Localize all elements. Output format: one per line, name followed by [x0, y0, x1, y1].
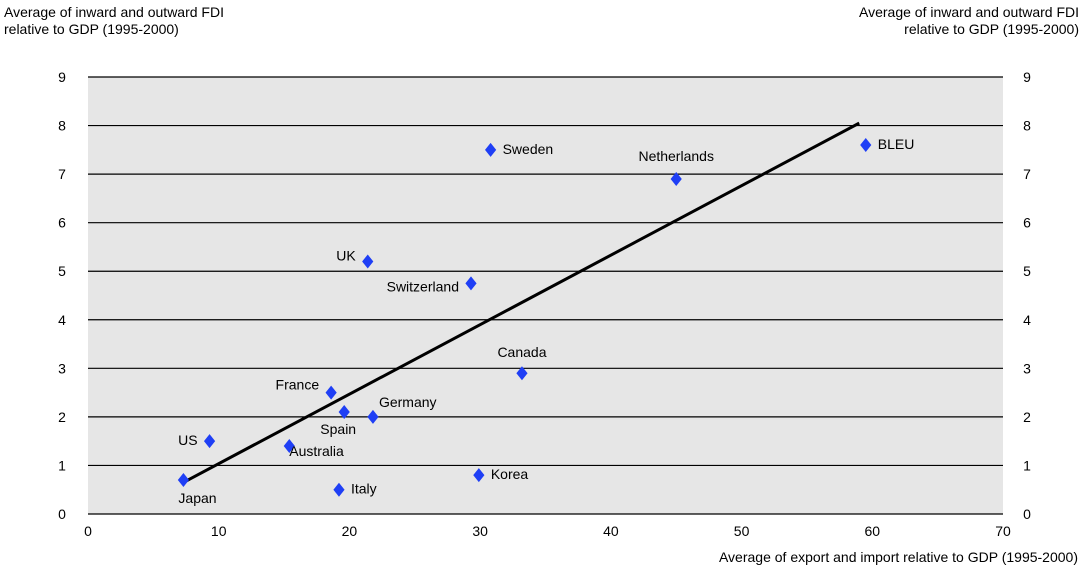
- point-marker-spain: [338, 405, 350, 420]
- point-label-canada: Canada: [497, 344, 546, 360]
- point-label-netherlands: Netherlands: [638, 148, 714, 164]
- y-axis-label-left-line-1: Average of inward and outward FDI: [4, 4, 224, 20]
- y-tick-label-left: 0: [58, 506, 66, 522]
- point-label-korea: Korea: [491, 466, 529, 482]
- point-label-spain: Spain: [320, 421, 356, 437]
- point-label-australia: Australia: [289, 443, 344, 459]
- y-tick-label-right: 4: [1023, 312, 1031, 328]
- y-tick-label-right: 9: [1023, 69, 1031, 85]
- point-marker-netherlands: [670, 171, 682, 186]
- y-tick-label-left: 9: [58, 69, 66, 85]
- point-marker-germany: [367, 409, 379, 424]
- y-tick-label-right: 0: [1023, 506, 1031, 522]
- point-label-uk: UK: [336, 248, 356, 264]
- y-tick-label-left: 4: [58, 312, 66, 328]
- point-marker-australia: [283, 439, 295, 454]
- y-axis-label-left: Average of inward and outward FDI relati…: [4, 4, 224, 38]
- y-axis-label-right: Average of inward and outward FDI relati…: [859, 4, 1079, 38]
- point-marker-korea: [473, 468, 485, 483]
- y-tick-label-left: 8: [58, 118, 66, 134]
- plot-area: [88, 77, 1003, 514]
- y-tick-label-right: 8: [1023, 118, 1031, 134]
- x-axis-label: Average of export and import relative to…: [718, 549, 1078, 565]
- x-tick-label: 10: [211, 523, 227, 539]
- x-tick-label: 0: [84, 523, 92, 539]
- y-tick-label-right: 5: [1023, 263, 1031, 279]
- y-axis-label-right-line-2: relative to GDP (1995-2000): [904, 21, 1079, 37]
- x-tick-label: 50: [734, 523, 750, 539]
- point-label-germany: Germany: [379, 394, 437, 410]
- y-tick-label-left: 6: [58, 215, 66, 231]
- point-label-sweden: Sweden: [503, 141, 554, 157]
- y-tick-label-left: 5: [58, 263, 66, 279]
- y-tick-label-right: 2: [1023, 409, 1031, 425]
- point-label-france: France: [276, 377, 320, 393]
- point-label-switzerland: Switzerland: [387, 278, 459, 294]
- point-marker-japan: [177, 473, 190, 488]
- y-axis-label-left-line-2: relative to GDP (1995-2000): [4, 21, 179, 37]
- trendline: [182, 121, 860, 484]
- point-label-us: US: [178, 432, 197, 448]
- x-tick-label: 70: [995, 523, 1011, 539]
- y-tick-label-right: 3: [1023, 360, 1031, 376]
- y-tick-label-left: 1: [58, 457, 66, 473]
- point-label-bleu: BLEU: [878, 136, 915, 152]
- point-marker-switzerland: [465, 276, 477, 291]
- y-tick-label-right: 1: [1023, 457, 1031, 473]
- y-tick-label-left: 3: [58, 360, 66, 376]
- x-tick-label: 20: [342, 523, 358, 539]
- point-marker-us: [203, 434, 216, 449]
- x-tick-label: 30: [472, 523, 488, 539]
- point-marker-uk: [362, 254, 374, 269]
- x-tick-label: 60: [864, 523, 880, 539]
- x-tick-label: 40: [603, 523, 619, 539]
- point-marker-france: [325, 385, 337, 400]
- point-marker-sweden: [485, 142, 497, 157]
- point-marker-canada: [516, 366, 528, 381]
- y-tick-label-left: 7: [58, 166, 66, 182]
- point-marker-bleu: [860, 137, 872, 152]
- point-marker-italy: [333, 482, 345, 497]
- y-tick-label-right: 7: [1023, 166, 1031, 182]
- y-tick-label-right: 6: [1023, 215, 1031, 231]
- point-label-italy: Italy: [351, 481, 377, 497]
- y-axis-label-right-line-1: Average of inward and outward FDI: [859, 4, 1079, 20]
- point-label-japan: Japan: [178, 490, 216, 506]
- y-tick-label-left: 2: [58, 409, 66, 425]
